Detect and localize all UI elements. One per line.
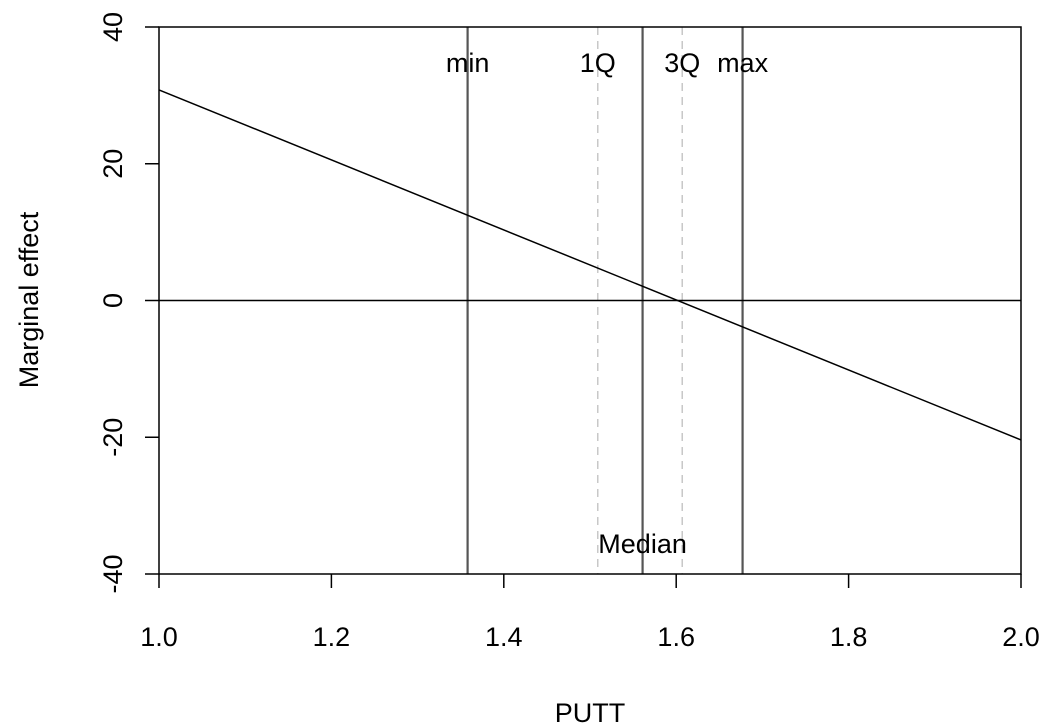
quartile-labels: min 1Q Median 3Q max — [446, 48, 769, 559]
x-axis: 1.0 1.2 1.4 1.6 1.8 2.0 — [140, 574, 1040, 652]
annotation-label-1q: 1Q — [580, 48, 616, 78]
annotation-label-min: min — [446, 48, 490, 78]
annotation-label-max: max — [717, 48, 769, 78]
y-tick-label: 20 — [98, 149, 128, 179]
y-axis-label: Marginal effect — [14, 211, 44, 388]
x-tick-label: 1.2 — [313, 622, 351, 652]
y-tick-label: -20 — [98, 418, 128, 457]
x-tick-label: 1.6 — [657, 622, 695, 652]
y-axis: -40 -20 0 20 40 — [98, 12, 159, 594]
y-tick-label: 40 — [98, 12, 128, 42]
annotation-label-median: Median — [598, 529, 687, 559]
x-tick-label: 1.0 — [140, 622, 178, 652]
y-tick-label: -40 — [98, 554, 128, 593]
x-tick-label: 1.8 — [830, 622, 868, 652]
y-tick-label: 0 — [98, 293, 128, 308]
x-axis-label: PUTT — [555, 698, 626, 725]
x-tick-label: 2.0 — [1002, 622, 1040, 652]
x-tick-label: 1.4 — [485, 622, 523, 652]
series-line-0 — [158, 89, 1022, 441]
series-lines — [158, 89, 1022, 441]
annotation-label-3q: 3Q — [664, 48, 700, 78]
